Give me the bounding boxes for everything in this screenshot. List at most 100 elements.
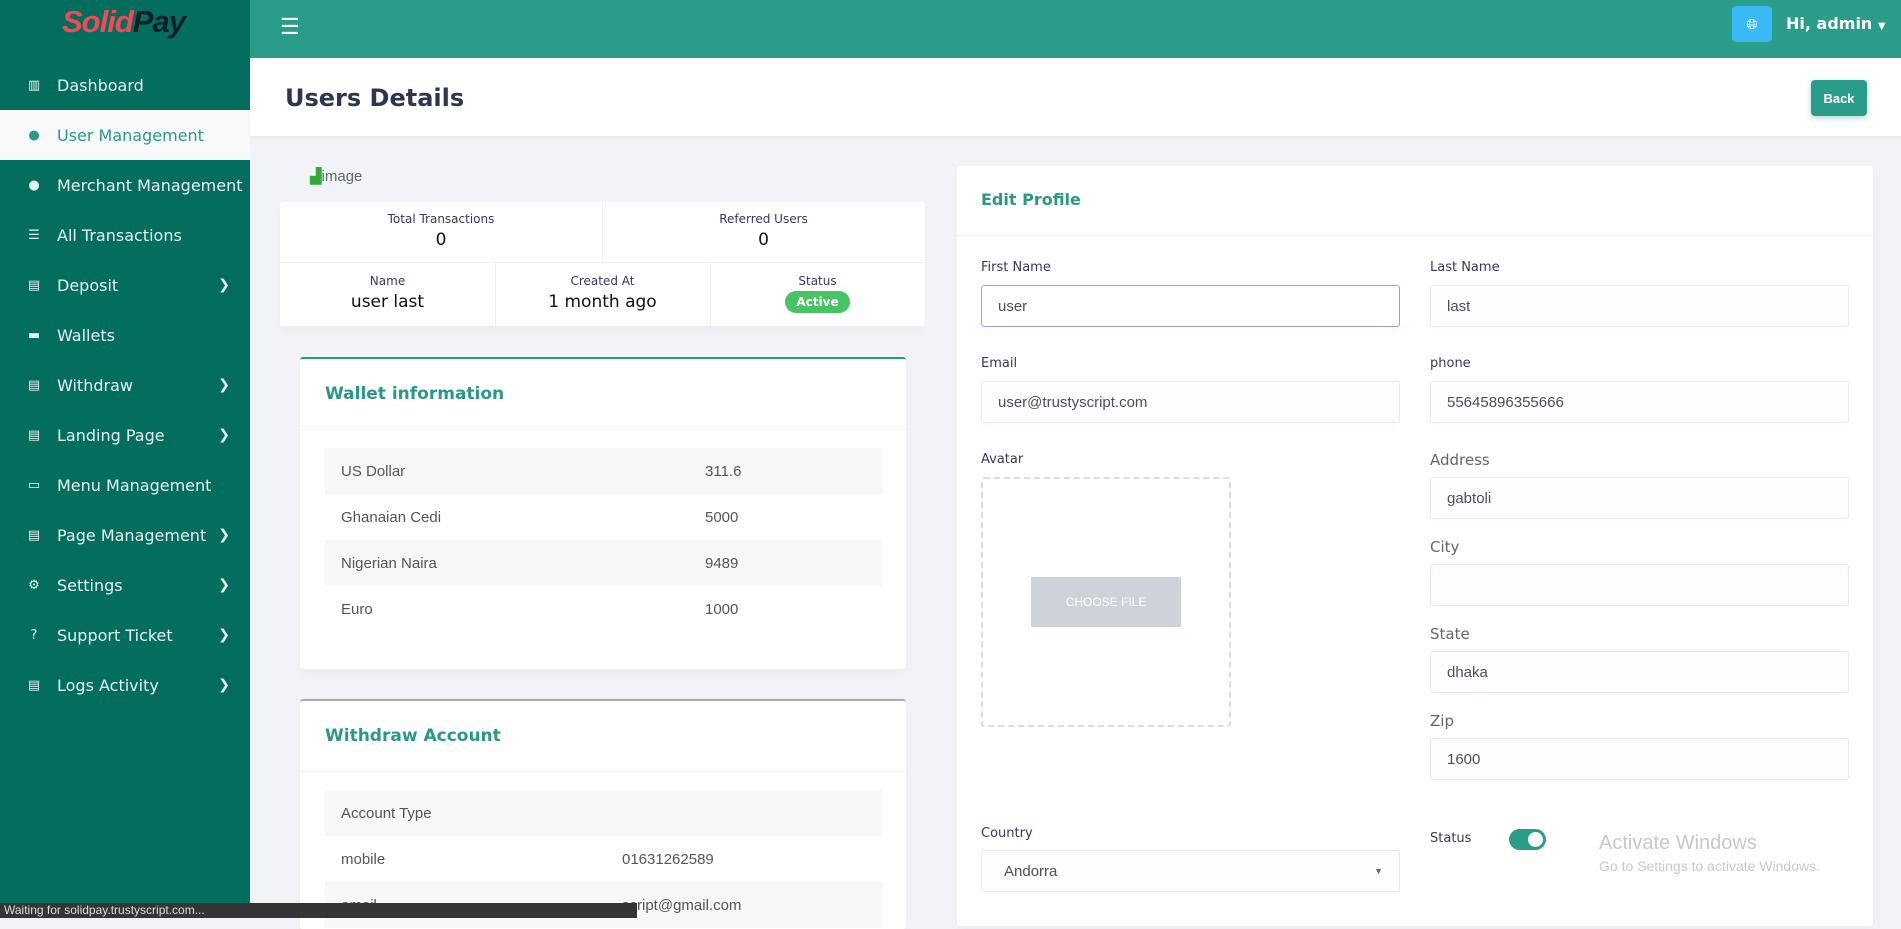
chevron-right-icon: ❯: [218, 377, 230, 393]
back-button[interactable]: Back: [1811, 80, 1867, 116]
status-badge: Active: [785, 291, 850, 313]
sidebar-item-label: Wallets: [57, 325, 115, 345]
phone-label: phone: [1430, 356, 1471, 371]
sidebar-item-label: Settings: [57, 575, 123, 595]
building-icon: ▥: [27, 77, 41, 93]
cogs-icon: ⚙: [28, 577, 40, 593]
currency-balance: 1000: [705, 600, 739, 618]
account-field: mobile: [341, 850, 386, 868]
caret-down-icon: ▼: [1877, 21, 1886, 32]
status-stat: Status Active: [710, 274, 925, 313]
sidebar-item-all-transactions[interactable]: ☰ All Transactions: [0, 210, 250, 260]
withdraw-title: Withdraw Account: [325, 726, 501, 746]
list-check-icon: ☰: [28, 227, 40, 243]
sidebar-item-logs-activity[interactable]: ▤ Logs Activity ❯: [0, 660, 250, 710]
account-value: script@gmail.com: [622, 896, 742, 914]
sidebar-item-dashboard[interactable]: ▥ Dashboard: [0, 60, 250, 110]
account-value: 01631262589: [622, 850, 714, 868]
referred-users-stat: Referred Users 0: [719, 212, 808, 250]
avatar-label: Avatar: [981, 452, 1024, 467]
sidebar-item-label: Support Ticket: [57, 625, 173, 645]
chevron-right-icon: ❯: [218, 627, 230, 643]
sidebar-item-label: Dashboard: [57, 75, 144, 95]
total-transactions-stat: Total Transactions 0: [387, 212, 495, 250]
sidebar-item-support-ticket[interactable]: ? Support Ticket ❯: [0, 610, 250, 660]
question-circle-icon: ?: [30, 627, 38, 643]
activate-windows-subtitle: Go to Settings to activate Windows.: [1599, 858, 1820, 874]
wallet-title: Wallet information: [325, 384, 505, 404]
zip-input[interactable]: [1430, 738, 1849, 780]
state-input[interactable]: [1430, 651, 1849, 693]
name-stat: Name user last: [350, 274, 425, 312]
avatar-dropzone[interactable]: [981, 477, 1231, 727]
state-label: State: [1430, 625, 1470, 643]
status-label: Status: [1430, 831, 1472, 846]
email-input[interactable]: [981, 381, 1400, 423]
sidebar-item-label: Merchant Management: [57, 175, 243, 195]
topbar: [250, 0, 1901, 58]
first-name-input[interactable]: [981, 285, 1400, 327]
choose-file-button[interactable]: CHOOSE FILE: [1031, 577, 1181, 627]
sidebar-item-deposit[interactable]: ▤ Deposit ❯: [0, 260, 250, 310]
first-name-label: First Name: [981, 260, 1051, 275]
sidebar-item-merchant-management[interactable]: ● Merchant Management: [0, 160, 250, 210]
currency-balance: 9489: [705, 554, 739, 572]
currency-balance: 5000: [705, 508, 739, 526]
created-at-stat: Created At 1 month ago: [548, 274, 657, 312]
page-header: [250, 58, 1901, 136]
hamburger-menu-icon[interactable]: ☰: [280, 14, 300, 39]
sidebar-item-label: Landing Page: [57, 425, 165, 445]
email-label: Email: [981, 356, 1018, 371]
city-input[interactable]: [1430, 564, 1849, 606]
activate-windows-title: Activate Windows: [1599, 832, 1757, 854]
clipboard-icon: ▤: [27, 427, 41, 443]
currency-name: US Dollar: [341, 462, 406, 480]
currency-name: Ghanaian Cedi: [341, 508, 442, 526]
wallet-row: Ghanaian Cedi 5000: [325, 494, 882, 540]
logo[interactable]: SolidPay: [62, 4, 186, 39]
chevron-right-icon: ❯: [218, 577, 230, 593]
globe-icon: 🌐︎: [1746, 15, 1758, 32]
address-input[interactable]: [1430, 477, 1849, 519]
sidebar-item-label: User Management: [57, 125, 204, 145]
sidebar-item-landing-page[interactable]: ▤ Landing Page ❯: [0, 410, 250, 460]
sidebar-item-settings[interactable]: ⚙ Settings ❯: [0, 560, 250, 610]
wallet-card: [300, 357, 906, 669]
keyboard-icon: ▭: [27, 477, 41, 493]
caret-down-icon: ▼: [1374, 866, 1383, 876]
currency-name: Euro: [341, 600, 373, 618]
profile-stats-card: Total Transactions 0 Referred Users 0 Name…: [280, 202, 925, 326]
language-globe-button[interactable]: 🌐︎: [1732, 6, 1772, 42]
sidebar-item-label: Withdraw: [57, 375, 133, 395]
wallet-icon: ▬: [27, 327, 41, 343]
last-name-label: Last Name: [1430, 260, 1500, 275]
sidebar-item-withdraw[interactable]: ▤ Withdraw ❯: [0, 360, 250, 410]
country-select[interactable]: Andorra ▼: [981, 850, 1400, 892]
chevron-right-icon: ❯: [218, 277, 230, 293]
user-dropdown[interactable]: Hi, admin ▼: [1786, 14, 1886, 33]
withdraw-row: mobile 01631262589: [325, 836, 882, 882]
status-toggle[interactable]: [1509, 829, 1546, 850]
city-label: City: [1430, 538, 1460, 556]
chevron-right-icon: ❯: [218, 527, 230, 543]
clipboard-icon: ▤: [27, 377, 41, 393]
sidebar-item-menu-management[interactable]: ▭ Menu Management: [0, 460, 250, 510]
zip-label: Zip: [1430, 712, 1454, 730]
sidebar-item-page-management[interactable]: ▤ Page Management ❯: [0, 510, 250, 560]
sidebar-item-wallets[interactable]: ▬ Wallets: [0, 310, 250, 360]
withdraw-header-row: Account Type: [325, 790, 882, 836]
sidebar-item-label: Logs Activity: [57, 675, 159, 695]
sidebar-item-label: All Transactions: [57, 225, 182, 245]
page-title: Users Details: [285, 84, 465, 112]
sidebar-item-user-management[interactable]: ● User Management: [0, 110, 250, 160]
wallet-row: Nigerian Naira 9489: [325, 540, 882, 586]
user-icon: ●: [28, 127, 40, 143]
currency-balance: 311.6: [705, 462, 742, 480]
wallet-row: Euro 1000: [325, 586, 882, 632]
clipboard-icon: ▤: [27, 277, 41, 293]
phone-input[interactable]: [1430, 381, 1849, 423]
last-name-input[interactable]: [1430, 285, 1849, 327]
chevron-right-icon: ❯: [218, 677, 230, 693]
clipboard-icon: ▤: [27, 677, 41, 693]
profile-image-broken: ▟image: [310, 168, 363, 185]
